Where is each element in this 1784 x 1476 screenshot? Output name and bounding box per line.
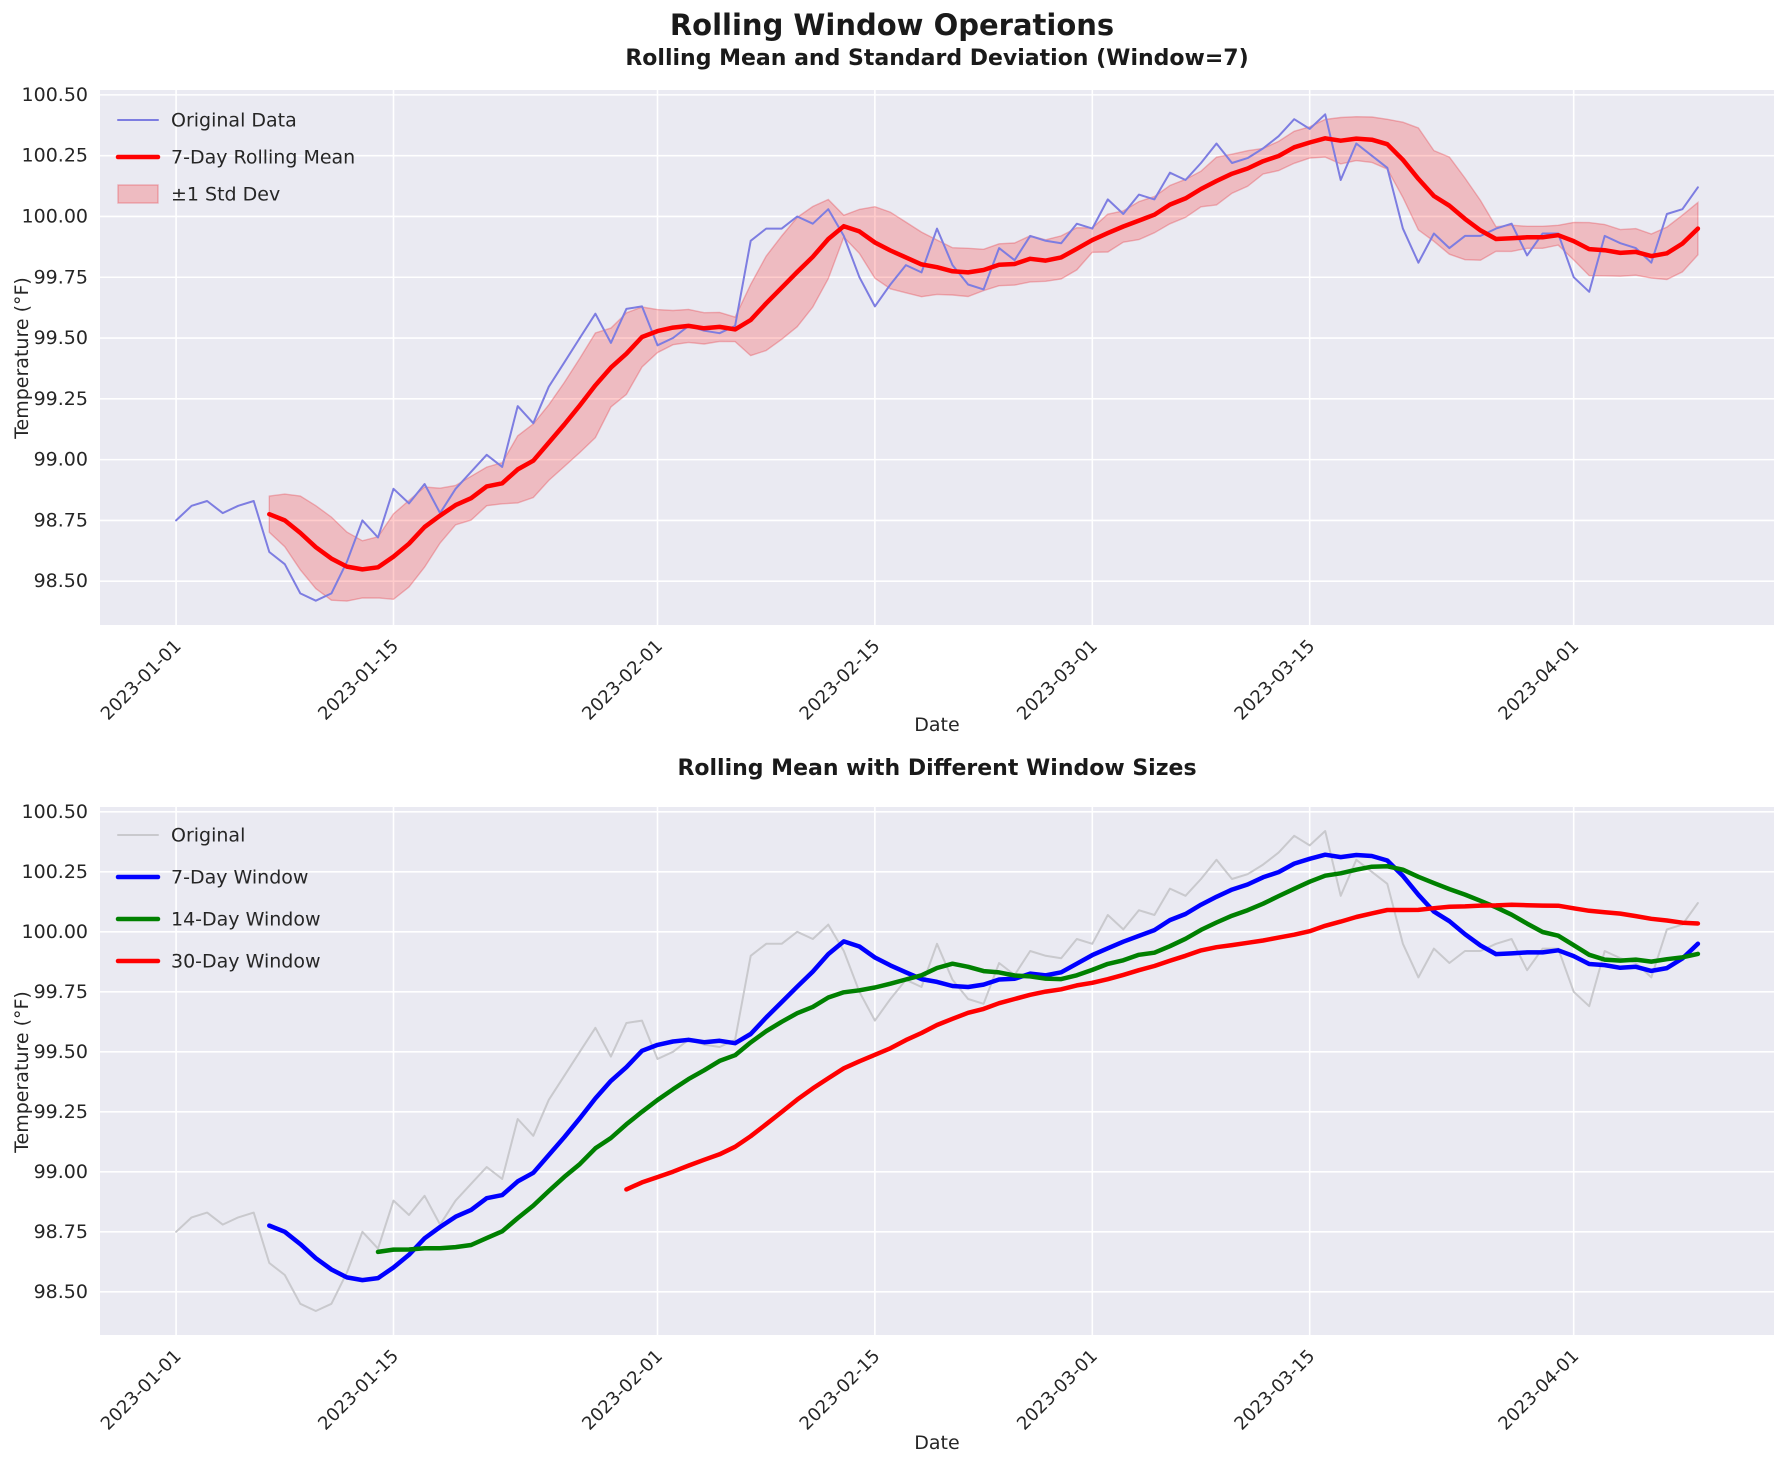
- y-tick-label: 98.50: [34, 1281, 88, 1303]
- chart-2: 98.50 98.75 99.00 99.25 99.50 99.75 100.00 100.…: [22, 801, 1774, 1435]
- chart2-y-axis-label: Temperature (°F): [11, 991, 33, 1153]
- std-dev-band: [268, 115, 1699, 602]
- legend-label: Original Data: [171, 110, 297, 132]
- x-tick-label: 2023-03-01: [1013, 1346, 1102, 1435]
- x-tick-label: 2023-03-15: [1230, 1346, 1319, 1435]
- y-tick-label: 98.50: [34, 570, 88, 592]
- legend: Original Data 7-Day Rolling Mean ±1 Std De…: [115, 110, 355, 206]
- legend-band-swatch: [117, 184, 159, 204]
- legend-label: Original: [171, 825, 245, 847]
- legend: Original 7-Day Window 14-Day Window 30-Day …: [115, 825, 321, 973]
- x-tick-label: 2023-04-01: [1494, 636, 1583, 725]
- x-tick-label: 2023-04-01: [1494, 1346, 1583, 1435]
- y-tick-label: 100.25: [22, 861, 88, 883]
- x-tick-label: 2023-01-15: [314, 636, 403, 725]
- legend-label: 7-Day Window: [171, 867, 308, 889]
- y-tick-label: 100.00: [22, 205, 88, 227]
- chart1-title: Rolling Mean and Standard Deviation (Win…: [625, 46, 1249, 71]
- x-tick-label: 2023-02-15: [796, 636, 885, 725]
- y-tick-label: 99.50: [34, 327, 88, 349]
- y-tick-label: 99.75: [34, 981, 88, 1003]
- chart2-x-axis-label: Date: [914, 1432, 960, 1454]
- series-line-original-data: [175, 113, 1699, 602]
- y-tick-label: 98.75: [34, 1221, 88, 1243]
- series-line-14-day-window: [375, 864, 1701, 1255]
- series-line-original: [175, 830, 1699, 1312]
- y-tick-label: 99.25: [34, 1101, 88, 1123]
- x-tick-label: 2023-03-01: [1013, 636, 1102, 725]
- x-tick-label: 2023-01-01: [97, 636, 186, 725]
- y-tick-label: 100.50: [22, 801, 88, 823]
- x-tick-label: 2023-02-15: [796, 1346, 885, 1435]
- y-tick-label: 99.25: [34, 388, 88, 410]
- legend-label: 30-Day Window: [171, 951, 321, 973]
- chart-1: 98.50 98.75 99.00 99.25 99.50 99.75 100.00 100.…: [22, 84, 1774, 725]
- x-tick-label: 2023-02-01: [578, 636, 667, 725]
- legend-label: 7-Day Rolling Mean: [171, 147, 355, 169]
- y-tick-label: 100.50: [22, 84, 88, 106]
- series-line-7-day-window: [267, 852, 1701, 1283]
- chart1-x-axis-label: Date: [914, 714, 960, 736]
- y-tick-label: 99.00: [34, 449, 88, 471]
- y-tick-label: 99.00: [34, 1161, 88, 1183]
- figure-title: Rolling Window Operations: [669, 8, 1115, 42]
- chart2-title: Rolling Mean with Different Window Sizes: [677, 756, 1197, 781]
- series-line-7-day-rolling-mean: [267, 136, 1701, 572]
- y-tick-label: 100.25: [22, 145, 88, 167]
- y-tick-label: 99.50: [34, 1041, 88, 1063]
- x-tick-label: 2023-01-01: [97, 1346, 186, 1435]
- legend-label: ±1 Std Dev: [171, 184, 280, 206]
- x-tick-label: 2023-01-15: [314, 1346, 403, 1435]
- legend-label: 14-Day Window: [171, 909, 321, 931]
- plot-background: [100, 807, 1774, 1335]
- y-tick-label: 100.00: [22, 921, 88, 943]
- x-tick-label: 2023-03-15: [1230, 636, 1319, 725]
- series-line-30-day-window: [624, 902, 1701, 1192]
- chart1-y-axis-label: Temperature (°F): [11, 277, 33, 439]
- y-tick-label: 99.75: [34, 266, 88, 288]
- x-tick-label: 2023-02-01: [578, 1346, 667, 1435]
- y-tick-label: 98.75: [34, 509, 88, 531]
